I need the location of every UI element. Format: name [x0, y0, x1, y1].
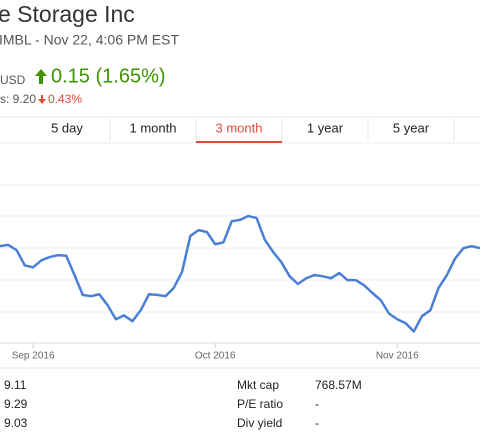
stat-value: - — [315, 416, 319, 430]
stat-label: P/E ratio — [237, 397, 283, 411]
up-arrow — [35, 69, 47, 84]
stat-value: 768.57M — [315, 378, 362, 392]
tab-label[interactable]: 1 month — [130, 120, 177, 135]
down-arrow — [38, 95, 46, 104]
price-change: 0.15 (1.65%) — [51, 65, 166, 87]
currency: USD — [0, 73, 26, 87]
price-line — [0, 214, 480, 333]
stat-value: 9.03 — [4, 416, 28, 430]
tabs: 5 day 1 month 3 month 1 year 5 year — [51, 119, 455, 143]
stat-value: 9.11 — [4, 378, 27, 392]
stats: 9.11 9.29 9.03 Mkt cap 768.57M P/E ratio - Div … — [4, 378, 362, 430]
stat-value: 9.29 — [4, 397, 28, 411]
tab-label[interactable]: 5 day — [51, 120, 83, 135]
stat-label: Mkt cap — [237, 378, 279, 392]
ticker-time: IMBL - Nov 22, 4:06 PM EST — [0, 32, 179, 48]
chart: Sep 2016 Oct 2016 Nov 2016 — [0, 184, 480, 362]
prev-close: s: 9.20 — [0, 92, 36, 106]
tab-label[interactable]: 1 year — [307, 120, 344, 135]
tab-label[interactable]: 3 month — [216, 120, 263, 135]
stat-label: Div yield — [237, 416, 282, 430]
x-tick-label: Nov 2016 — [376, 351, 419, 362]
prev-change: 0.43% — [48, 92, 82, 106]
company-title: e Storage Inc — [0, 1, 135, 27]
tab-label[interactable]: 5 year — [393, 120, 430, 135]
x-tick-label: Oct 2016 — [195, 351, 236, 362]
x-tick-label: Sep 2016 — [12, 351, 55, 362]
stat-value: - — [315, 397, 319, 411]
